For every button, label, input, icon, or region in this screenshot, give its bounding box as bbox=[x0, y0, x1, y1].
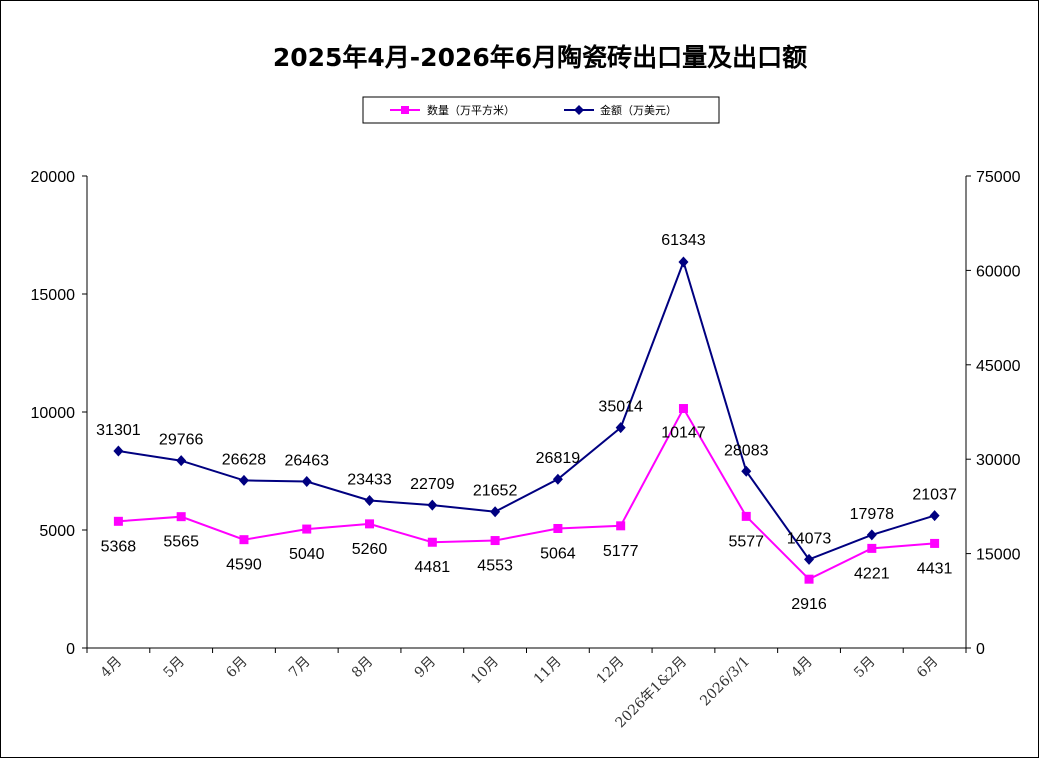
legend-label-amount: 金额（万美元） bbox=[600, 103, 677, 117]
legend-label-quantity: 数量（万平方米） bbox=[427, 103, 515, 117]
y-right-tick-label: 60000 bbox=[976, 263, 1021, 280]
data-labels: 5368 5565 4590 5040 5260 4481 4553 5064 5177 1014… bbox=[96, 232, 957, 613]
legend-item-amount: 金额（万美元） bbox=[564, 103, 677, 117]
data-point-quantity bbox=[490, 536, 500, 546]
data-point-amount bbox=[301, 475, 312, 487]
data-label-amount: 35014 bbox=[598, 399, 643, 416]
data-point-quantity bbox=[553, 523, 563, 533]
y-right-tick-label: 45000 bbox=[976, 358, 1021, 375]
data-label-quantity: 4553 bbox=[477, 558, 513, 575]
data-point-amount bbox=[238, 474, 249, 486]
y-left-tick-label: 15000 bbox=[31, 287, 76, 304]
y-right-tick-label: 30000 bbox=[976, 452, 1021, 469]
legend-marker-quantity bbox=[401, 106, 409, 114]
y-left-tick-label: 0 bbox=[66, 641, 75, 658]
data-label-amount: 21037 bbox=[912, 487, 957, 504]
data-point-amount bbox=[929, 510, 940, 522]
data-label-quantity: 4481 bbox=[415, 559, 451, 576]
data-point-quantity bbox=[930, 538, 940, 548]
data-label-quantity: 4431 bbox=[917, 560, 953, 577]
data-label-quantity: 4590 bbox=[226, 557, 262, 574]
data-label-amount: 26628 bbox=[222, 451, 267, 468]
data-point-amount bbox=[678, 256, 689, 268]
data-label-quantity: 5577 bbox=[728, 533, 764, 550]
data-label-amount: 29766 bbox=[159, 432, 204, 449]
data-label-quantity: 5368 bbox=[101, 538, 137, 555]
data-point-amount bbox=[490, 506, 501, 518]
legend: 数量（万平方米） 金额（万美元） bbox=[362, 96, 720, 124]
data-point-amount bbox=[741, 465, 752, 477]
data-point-quantity bbox=[867, 543, 877, 553]
legend-marker-amount bbox=[574, 105, 584, 115]
data-label-quantity: 5040 bbox=[289, 546, 325, 563]
y-right-tick-label: 0 bbox=[976, 641, 985, 658]
series-line-quantity bbox=[118, 406, 935, 581]
data-point-quantity bbox=[302, 524, 312, 534]
data-label-quantity: 5260 bbox=[352, 541, 388, 558]
data-point-quantity bbox=[741, 511, 751, 521]
series-line-amount bbox=[118, 258, 935, 561]
data-point-quantity bbox=[113, 516, 123, 526]
y-left-tick-label: 10000 bbox=[31, 405, 76, 422]
data-point-quantity bbox=[804, 574, 814, 584]
data-point-quantity bbox=[616, 521, 626, 531]
legend-box bbox=[362, 96, 720, 124]
data-point-quantity bbox=[365, 519, 375, 529]
data-label-quantity: 5565 bbox=[163, 534, 199, 551]
data-point-amount bbox=[113, 445, 124, 457]
data-point-amount bbox=[364, 495, 375, 507]
data-label-quantity: 5177 bbox=[603, 543, 639, 560]
data-label-quantity: 4221 bbox=[854, 565, 890, 582]
data-label-amount: 22709 bbox=[410, 476, 455, 493]
data-label-amount: 21652 bbox=[473, 483, 518, 500]
data-point-quantity bbox=[176, 512, 186, 522]
data-label-quantity: 10147 bbox=[661, 425, 706, 442]
data-label-amount: 61343 bbox=[661, 232, 706, 249]
data-label-quantity: 2916 bbox=[791, 596, 827, 613]
y-left-tick-label: 5000 bbox=[39, 523, 75, 540]
data-label-amount: 28083 bbox=[724, 442, 769, 459]
series-layer bbox=[113, 256, 940, 584]
data-point-amount bbox=[615, 422, 626, 434]
data-label-amount: 23433 bbox=[347, 472, 392, 489]
y-right-tick-label: 15000 bbox=[976, 547, 1021, 564]
data-label-amount: 17978 bbox=[850, 506, 895, 523]
data-point-amount bbox=[427, 499, 438, 511]
data-label-amount: 26819 bbox=[536, 450, 581, 467]
legend-item-quantity: 数量（万平方米） bbox=[390, 103, 515, 117]
data-label-amount: 14073 bbox=[787, 530, 832, 547]
y-left-tick-label: 20000 bbox=[31, 169, 76, 186]
data-point-quantity bbox=[678, 404, 688, 414]
y-right-tick-label: 75000 bbox=[976, 169, 1021, 186]
data-label-quantity: 5064 bbox=[540, 545, 576, 562]
data-point-amount bbox=[804, 553, 815, 565]
data-label-amount: 26463 bbox=[285, 452, 330, 469]
data-point-quantity bbox=[239, 535, 249, 545]
data-point-amount bbox=[866, 529, 877, 541]
data-point-amount bbox=[176, 455, 187, 467]
data-point-amount bbox=[552, 473, 563, 485]
chart-title: 2025年4月-2026年6月陶瓷砖出口量及出口额 bbox=[273, 43, 807, 72]
data-point-quantity bbox=[427, 537, 437, 547]
data-label-amount: 31301 bbox=[96, 422, 141, 439]
